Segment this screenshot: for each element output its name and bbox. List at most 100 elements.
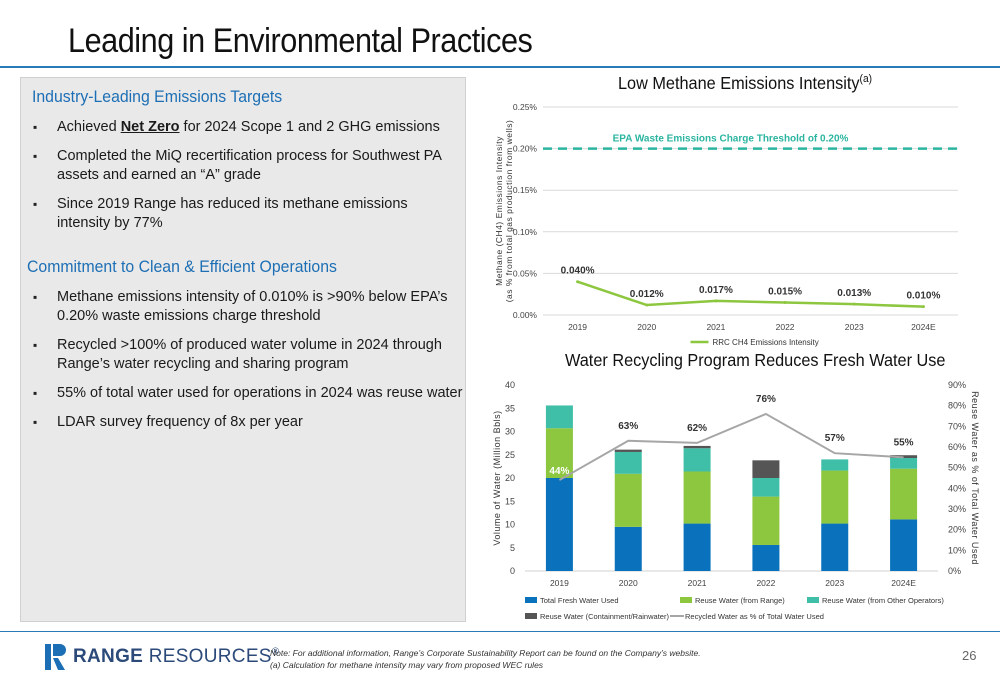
data-label: 0.012% xyxy=(630,289,664,300)
line-data-label: 57% xyxy=(825,433,845,444)
bar-segment xyxy=(890,458,918,469)
x-tick-label: 2019 xyxy=(550,578,569,588)
y-tick-label: 0.20% xyxy=(513,144,538,154)
logo-text: RANGE RESOURCES® xyxy=(73,646,280,667)
percent-line xyxy=(558,412,904,481)
x-tick-label: 2020 xyxy=(637,322,656,332)
x-tick-label: 2022 xyxy=(756,578,775,588)
y2-tick-label: 70% xyxy=(948,421,966,431)
left-panel: Industry-Leading Emissions Targets Achie… xyxy=(20,77,466,622)
footnote: Note: For additional information, Range’… xyxy=(270,648,701,658)
y-tick-label: 20 xyxy=(505,473,515,483)
data-point xyxy=(645,303,649,307)
methane-chart-title: Low Methane Emissions Intensity(a) xyxy=(618,73,873,93)
y-tick-label: 40 xyxy=(505,380,515,390)
line-data-label: 44% xyxy=(549,466,569,477)
legend-label: Recycled Water as % of Total Water Used xyxy=(685,612,824,621)
section-heading-emissions: Industry-Leading Emissions Targets xyxy=(32,87,283,106)
data-point xyxy=(576,280,580,284)
title-divider xyxy=(0,66,1000,68)
y-axis-title: Methane (CH4) Emissions Intensity (as % f… xyxy=(494,120,514,303)
bar-segment xyxy=(683,445,711,449)
x-tick-label: 2024E xyxy=(891,578,916,588)
bar-segment xyxy=(890,468,918,520)
data-point xyxy=(714,299,718,303)
x-tick-label: 2021 xyxy=(688,578,707,588)
y-tick-label: 5 xyxy=(510,543,515,553)
data-label: 0.010% xyxy=(906,291,940,302)
y-tick-label: 0.00% xyxy=(513,310,538,320)
bullet-item: Completed the MiQ recertification proces… xyxy=(33,147,463,185)
y-tick-label: 25 xyxy=(505,450,515,460)
bar-segment xyxy=(683,448,711,472)
line-data-label: 76% xyxy=(756,394,776,405)
y-axis-title: Volume of Water (Million Bbls) xyxy=(492,410,502,545)
line-data-label: 63% xyxy=(618,421,638,432)
y2-tick-label: 20% xyxy=(948,525,966,535)
y-tick-label: 0.05% xyxy=(513,268,538,278)
data-label: 0.040% xyxy=(561,266,595,277)
bullet-item: 55% of total water used for operations i… xyxy=(33,384,463,403)
bar-segment xyxy=(752,544,780,571)
legend-swatch xyxy=(680,597,692,603)
y-tick-label: 30 xyxy=(505,427,515,437)
range-logo-icon xyxy=(45,644,66,670)
x-tick-label: 2023 xyxy=(845,322,864,332)
methane-intensity-chart: 0.00% 0.05% 0.10% 0.15% 0.20% 0.25% 2019 2020 20… xyxy=(494,102,958,347)
y-tick-label: 0.10% xyxy=(513,227,538,237)
line-data-label: 55% xyxy=(894,437,914,448)
x-tick-label: 2020 xyxy=(619,578,638,588)
y2-tick-label: 10% xyxy=(948,545,966,555)
y2-tick-label: 40% xyxy=(948,483,966,493)
x-tick-label: 2024E xyxy=(911,322,936,332)
legend-label: RRC CH4 Emissions Intensity xyxy=(713,338,819,347)
legend-label: Reuse Water (from Range) xyxy=(695,596,785,605)
y2-tick-label: 0% xyxy=(948,566,961,576)
range-resources-logo: RANGE RESOURCES® xyxy=(45,644,279,670)
y2-tick-label: 60% xyxy=(948,442,966,452)
water-chart-title: Water Recycling Program Reduces Fresh Wa… xyxy=(565,350,946,370)
y-axis-title-line: (as % from total gas production from wel… xyxy=(504,120,514,303)
section-heading-operations: Commitment to Clean & Efficient Operatio… xyxy=(27,257,337,276)
bar-segment xyxy=(752,496,780,545)
x-tick-label: 2019 xyxy=(568,322,587,332)
bar-segment xyxy=(821,523,849,571)
bar-segment xyxy=(614,526,642,571)
emissions-bullets: Achieved Net Zero for 2024 Scope 1 and 2… xyxy=(33,118,463,243)
bar-segment xyxy=(614,449,642,452)
footer-divider xyxy=(0,631,1000,632)
bar-segment xyxy=(821,470,849,524)
bar-segment xyxy=(614,451,642,474)
footnote: (a) Calculation for methane intensity ma… xyxy=(270,660,544,670)
y2-tick-label: 90% xyxy=(948,380,966,390)
bullet-item: Since 2019 Range has reduced its methane… xyxy=(33,195,463,233)
threshold-label: EPA Waste Emissions Charge Threshold of … xyxy=(613,134,849,145)
y2-tick-label: 50% xyxy=(948,463,966,473)
data-point xyxy=(921,305,925,309)
bar-segment xyxy=(683,523,711,571)
y2-axis-title: Reuse Water as % of Total Water Used xyxy=(970,391,980,565)
data-point xyxy=(783,301,787,305)
x-tick-label: 2022 xyxy=(776,322,795,332)
y2-tick-label: 80% xyxy=(948,401,966,411)
y-axis-title-line: Methane (CH4) Emissions Intensity xyxy=(494,136,504,286)
bar-segment xyxy=(545,428,573,478)
y-tick-label: 15 xyxy=(505,496,515,506)
operations-bullets: Methane emissions intensity of 0.010% is… xyxy=(33,288,463,442)
bar-segment xyxy=(821,459,849,471)
bullet-item: Methane emissions intensity of 0.010% is… xyxy=(33,288,463,326)
y2-tick-label: 30% xyxy=(948,504,966,514)
bullet-item: Achieved Net Zero for 2024 Scope 1 and 2… xyxy=(33,118,463,137)
y-tick-label: 35 xyxy=(505,403,515,413)
data-label: 0.013% xyxy=(837,288,871,299)
data-label: 0.017% xyxy=(699,285,733,296)
bullet-item: LDAR survey frequency of 8x per year xyxy=(33,413,463,432)
legend-label: Reuse Water (Containment/Rainwater) xyxy=(540,612,669,621)
y-tick-label: 10 xyxy=(505,520,515,530)
legend-swatch xyxy=(807,597,819,603)
bar-segment xyxy=(890,519,918,571)
x-tick-label: 2023 xyxy=(825,578,844,588)
y-tick-label: 0 xyxy=(510,566,515,576)
bar-segment xyxy=(752,460,780,478)
data-point xyxy=(852,302,856,306)
